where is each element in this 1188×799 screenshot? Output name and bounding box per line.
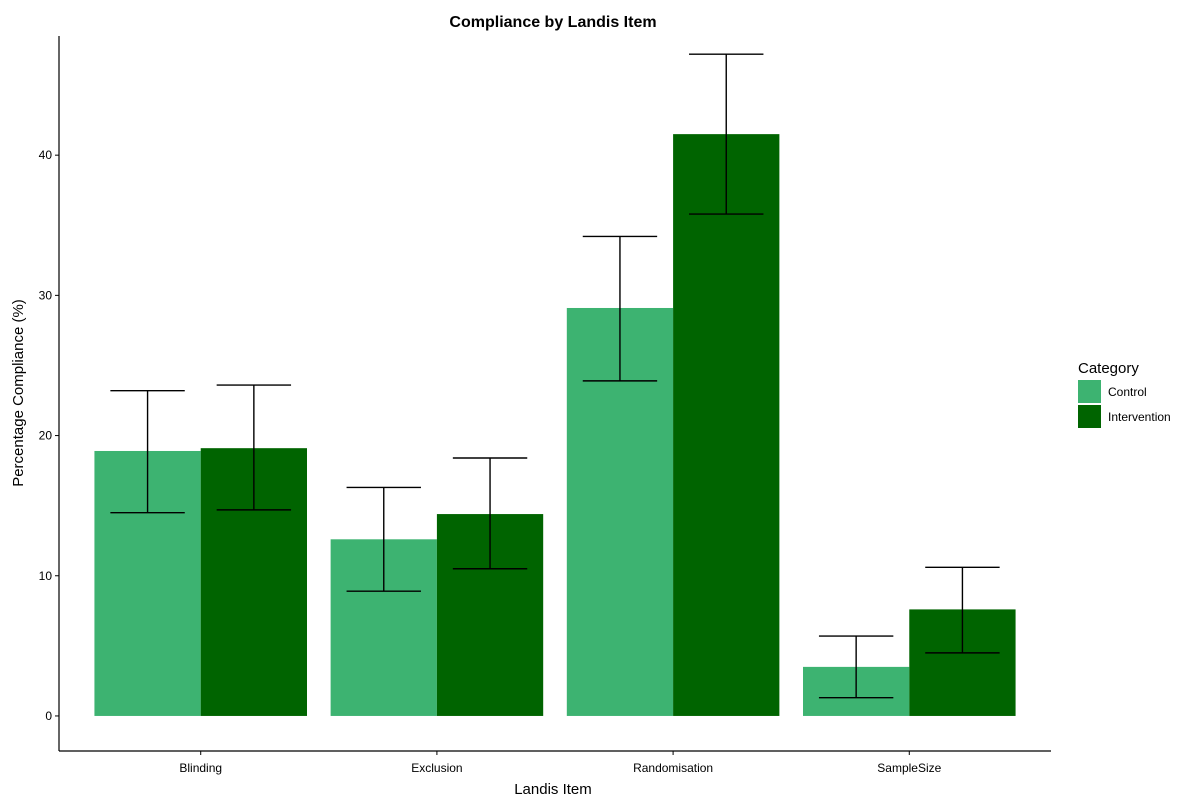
legend-label-intervention: Intervention (1108, 410, 1171, 424)
chart-title: Compliance by Landis Item (449, 14, 656, 31)
y-tick-label: 0 (45, 709, 52, 723)
x-axis-ticks: Blinding Exclusion Randomisation SampleSize (179, 751, 942, 775)
y-axis-title: Percentage Compliance (%) (10, 299, 27, 487)
legend-items: Control Intervention (1078, 380, 1171, 428)
error-bar-control-randomisation (582, 235, 658, 382)
y-tick-label: 40 (39, 148, 53, 162)
legend-title: Category (1078, 360, 1139, 377)
error-bar-control-exclusion (346, 486, 421, 592)
error-bar-intervention-exclusion (452, 457, 528, 570)
x-tick-label: Exclusion (411, 761, 462, 775)
legend: Category Control Intervention (1078, 360, 1171, 428)
y-axis-ticks: 0 10 20 30 40 (39, 148, 59, 723)
y-tick-label: 20 (39, 429, 53, 443)
error-bar-intervention-blinding (216, 384, 292, 511)
y-tick-label: 30 (39, 288, 53, 302)
bar-intervention-randomisation (673, 134, 780, 716)
error-bar-control-samplesize (818, 635, 894, 699)
error-bar-intervention-samplesize (925, 566, 1000, 654)
x-tick-label: Randomisation (633, 761, 713, 775)
x-tick-label: SampleSize (877, 761, 941, 775)
legend-item-control: Control (1078, 380, 1147, 403)
x-tick-label: Blinding (179, 761, 222, 775)
error-bar-control-blinding (110, 389, 185, 514)
legend-swatch-control (1078, 380, 1101, 403)
legend-swatch-intervention (1078, 405, 1101, 428)
x-axis-title: Landis Item (514, 781, 592, 798)
legend-label-control: Control (1108, 385, 1147, 399)
y-tick-label: 10 (39, 569, 53, 583)
error-bar-intervention-randomisation (689, 53, 764, 215)
legend-item-intervention: Intervention (1078, 405, 1171, 428)
plot-area (94, 53, 1016, 716)
